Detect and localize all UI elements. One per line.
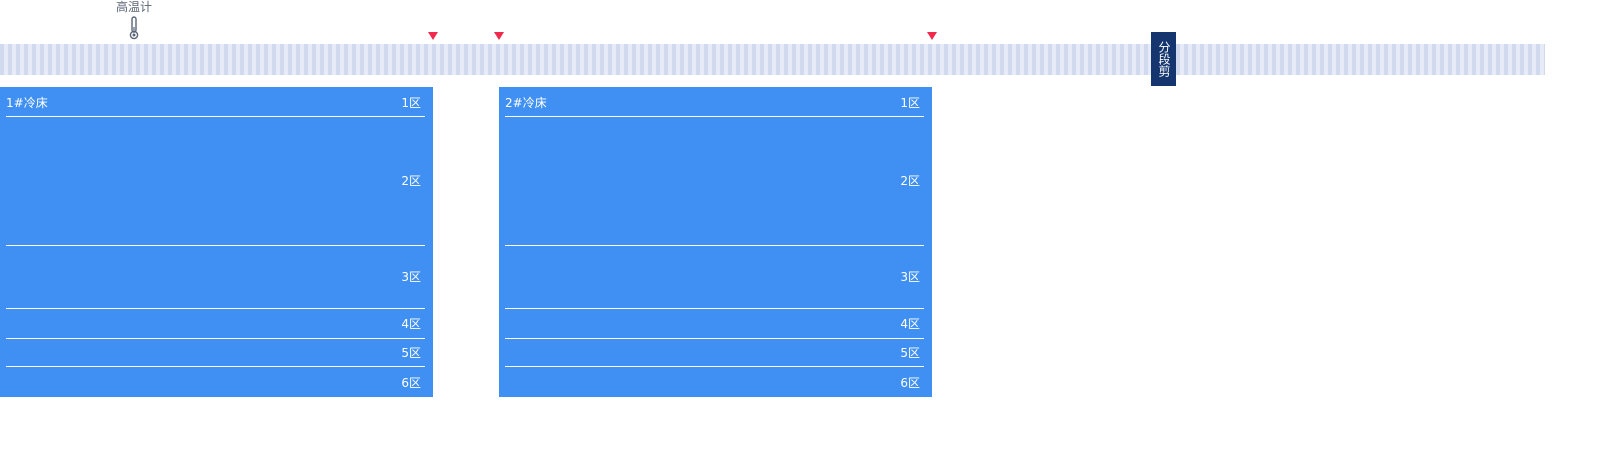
bed-zone-4: 4区 [505, 309, 924, 339]
cooling-bed-2: 2#冷床 1区 2区 3区 4区 5区 6区 [499, 87, 932, 397]
bed-zone-1: 1区 [505, 87, 924, 117]
zone-label: 2区 [401, 174, 421, 188]
bed-zone-2: 2区 [6, 117, 425, 246]
cooling-bed-1: 1#冷床 1区 2区 3区 4区 5区 6区 [0, 87, 433, 397]
roller-table-track [0, 44, 1545, 75]
bed-zone-5: 5区 [505, 339, 924, 367]
cooling-bed-title: 2#冷床 [505, 96, 547, 110]
zone-label: 3区 [401, 270, 421, 284]
bed-zone-5: 5区 [6, 339, 425, 367]
pyrometer: 高温计 [114, 0, 154, 40]
triangle-down-icon [927, 32, 937, 40]
zone-label: 4区 [401, 316, 421, 331]
zone-label: 1区 [401, 96, 421, 110]
bed-zone-6: 6区 [6, 367, 425, 397]
zone-label: 3区 [900, 270, 920, 284]
bed-zone-3: 3区 [505, 246, 924, 309]
zone-label: 5区 [401, 345, 421, 360]
bed-zone-6: 6区 [505, 367, 924, 397]
zone-label: 6区 [401, 376, 421, 390]
pyrometer-label: 高温计 [115, 0, 152, 14]
bed-zone-2: 2区 [505, 117, 924, 246]
bed-zone-4: 4区 [6, 309, 425, 339]
cooling-bed-title: 1#冷床 [6, 96, 48, 110]
bed-zone-3: 3区 [6, 246, 425, 309]
triangle-down-icon [428, 32, 438, 40]
zone-label: 2区 [900, 174, 920, 188]
thermometer-icon [129, 16, 139, 40]
zone-label: 6区 [900, 376, 920, 390]
zone-label: 4区 [900, 316, 920, 331]
triangle-down-icon [494, 32, 504, 40]
zone-label: 1区 [900, 96, 920, 110]
segment-shear-button[interactable]: 分段剪 [1151, 32, 1176, 86]
zone-label: 5区 [900, 345, 920, 360]
bed-zone-1: 1区 [6, 87, 425, 117]
